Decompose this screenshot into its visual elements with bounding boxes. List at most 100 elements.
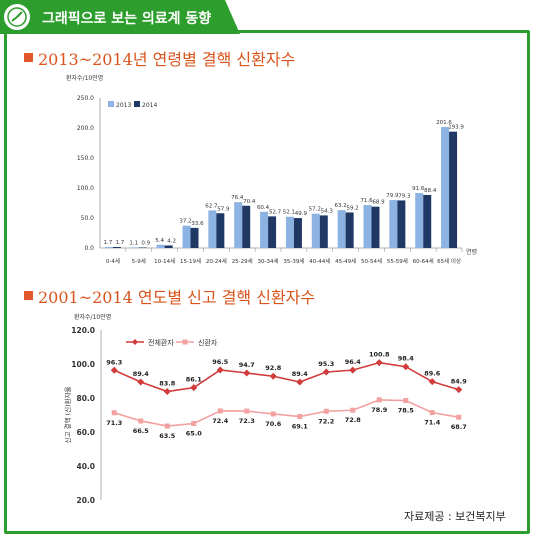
data-label-2014: 70.4: [243, 199, 256, 205]
data-label-new: 72.8: [345, 416, 362, 424]
point-new: [217, 408, 223, 414]
data-label-2013: 63.2: [335, 203, 347, 209]
y-tick-label: 250.0: [77, 95, 94, 102]
bar-2013: [285, 216, 294, 248]
data-label-2014: 68.9: [372, 200, 385, 206]
data-label-new: 71.4: [424, 419, 441, 427]
y-tick-label: 200.0: [77, 125, 94, 132]
x-tick-label: 65세 이상: [437, 257, 461, 265]
x-tick-label: 0-4세: [106, 257, 120, 265]
point-total: [375, 359, 383, 367]
compass-icon: [2, 2, 32, 32]
point-total: [163, 388, 171, 396]
legend-swatch-2014: [134, 101, 140, 107]
data-label-2014: 79.3: [398, 193, 411, 199]
point-total: [243, 369, 251, 377]
point-new: [297, 414, 303, 420]
data-label-2013: 71.6: [360, 198, 373, 204]
data-label-total: 96.3: [106, 358, 122, 366]
data-label-total: 89.4: [292, 370, 309, 378]
legend-label-2014: 2014: [142, 102, 157, 109]
point-new: [270, 411, 276, 417]
data-label-total: 100.8: [369, 351, 390, 359]
y-axis-top-label: 환자수/10만명: [74, 313, 111, 321]
data-label-2014: 54.3: [321, 208, 334, 214]
point-total: [428, 378, 436, 386]
y-tick-label: 20.0: [76, 496, 95, 505]
bar-2014: [449, 131, 458, 248]
data-label-total: 84.9: [451, 378, 468, 386]
data-label-2014: 52.7: [269, 209, 282, 215]
series-line-total: [113, 361, 459, 393]
data-label-2013: 37.2: [179, 219, 191, 225]
chart2-title: 2001~2014 연도별 신고 결핵 신환자수: [38, 288, 316, 307]
bar-2014: [138, 247, 147, 248]
point-new: [111, 410, 117, 416]
legend-label-new: 신환자: [198, 338, 218, 347]
source-note: 자료제공 : 보건복지부: [404, 510, 506, 523]
point-total: [402, 363, 410, 371]
x-axis-title: 연령: [466, 248, 477, 256]
data-label-2013: 91.6: [412, 186, 425, 192]
legend-marker-new: [182, 339, 188, 345]
data-label-new: 65.0: [186, 430, 203, 438]
y-tick-label: 100.0: [71, 360, 95, 369]
legend-label-total: 전체환자: [148, 338, 174, 347]
data-label-new: 71.3: [106, 419, 122, 427]
data-label-new: 72.3: [239, 417, 255, 425]
data-label-2013: 52.1: [283, 210, 295, 216]
data-label-new: 63.5: [159, 432, 176, 440]
y-tick-label: 120.0: [71, 326, 95, 335]
x-tick-label: 10-14세: [154, 257, 175, 265]
bar-2013: [234, 202, 243, 248]
y-axis-title: 신고 결핵 (신)환자율: [63, 386, 72, 443]
data-label-2013: 5.4: [155, 238, 164, 244]
data-label-2014: 88.4: [424, 188, 437, 194]
data-label-2013: 57.2: [309, 207, 321, 213]
bar-2014: [345, 212, 354, 248]
x-tick-label: 45-49세: [335, 257, 356, 265]
point-new: [456, 414, 462, 420]
data-label-2014: 4.2: [167, 238, 176, 244]
bar-2013: [337, 210, 346, 248]
data-label-new: 70.6: [265, 420, 282, 428]
x-tick-label: 20-24세: [206, 257, 227, 265]
y-tick-label: 150.0: [77, 155, 94, 162]
bar-2013: [130, 247, 139, 248]
bar-2013: [156, 244, 165, 248]
data-label-new: 78.5: [398, 407, 415, 415]
bar-2014: [371, 206, 380, 248]
point-new: [323, 408, 329, 414]
data-label-2013: 1.7: [104, 240, 113, 246]
data-label-total: 92.8: [265, 364, 282, 372]
bar-2013: [311, 213, 320, 248]
data-label-new: 72.4: [212, 417, 229, 425]
data-label-new: 68.7: [451, 423, 467, 431]
point-total: [349, 366, 357, 374]
legend-swatch-2013: [108, 101, 114, 107]
section1-marker: [24, 53, 33, 62]
bar-2014: [293, 218, 302, 248]
point-new: [138, 418, 144, 424]
bar-2013: [441, 127, 450, 248]
chart1-title: 2013~2014년 연령별 결핵 신환자수: [38, 50, 296, 69]
data-label-total: 83.8: [159, 380, 176, 388]
bar-2014: [216, 213, 225, 248]
data-label-total: 95.3: [318, 360, 334, 368]
data-label-2014: 59.2: [347, 205, 359, 211]
point-new: [244, 408, 250, 414]
legend-marker-total: [132, 339, 138, 345]
x-tick-label: 5-9세: [132, 257, 146, 265]
data-label-2013: 201.6: [436, 120, 452, 126]
x-tick-label: 15-19세: [180, 257, 201, 265]
data-label-total: 94.7: [239, 361, 255, 369]
legend-label-2013: 2013: [116, 102, 131, 109]
x-tick-label: 25-29세: [232, 257, 253, 265]
bar-2013: [104, 246, 113, 248]
data-label-2014: 193.9: [448, 125, 464, 131]
data-label-2013: 1.1: [129, 240, 138, 246]
bar-2013: [389, 200, 398, 248]
series-line-new: [114, 399, 459, 427]
data-label-total: 96.4: [345, 358, 362, 366]
